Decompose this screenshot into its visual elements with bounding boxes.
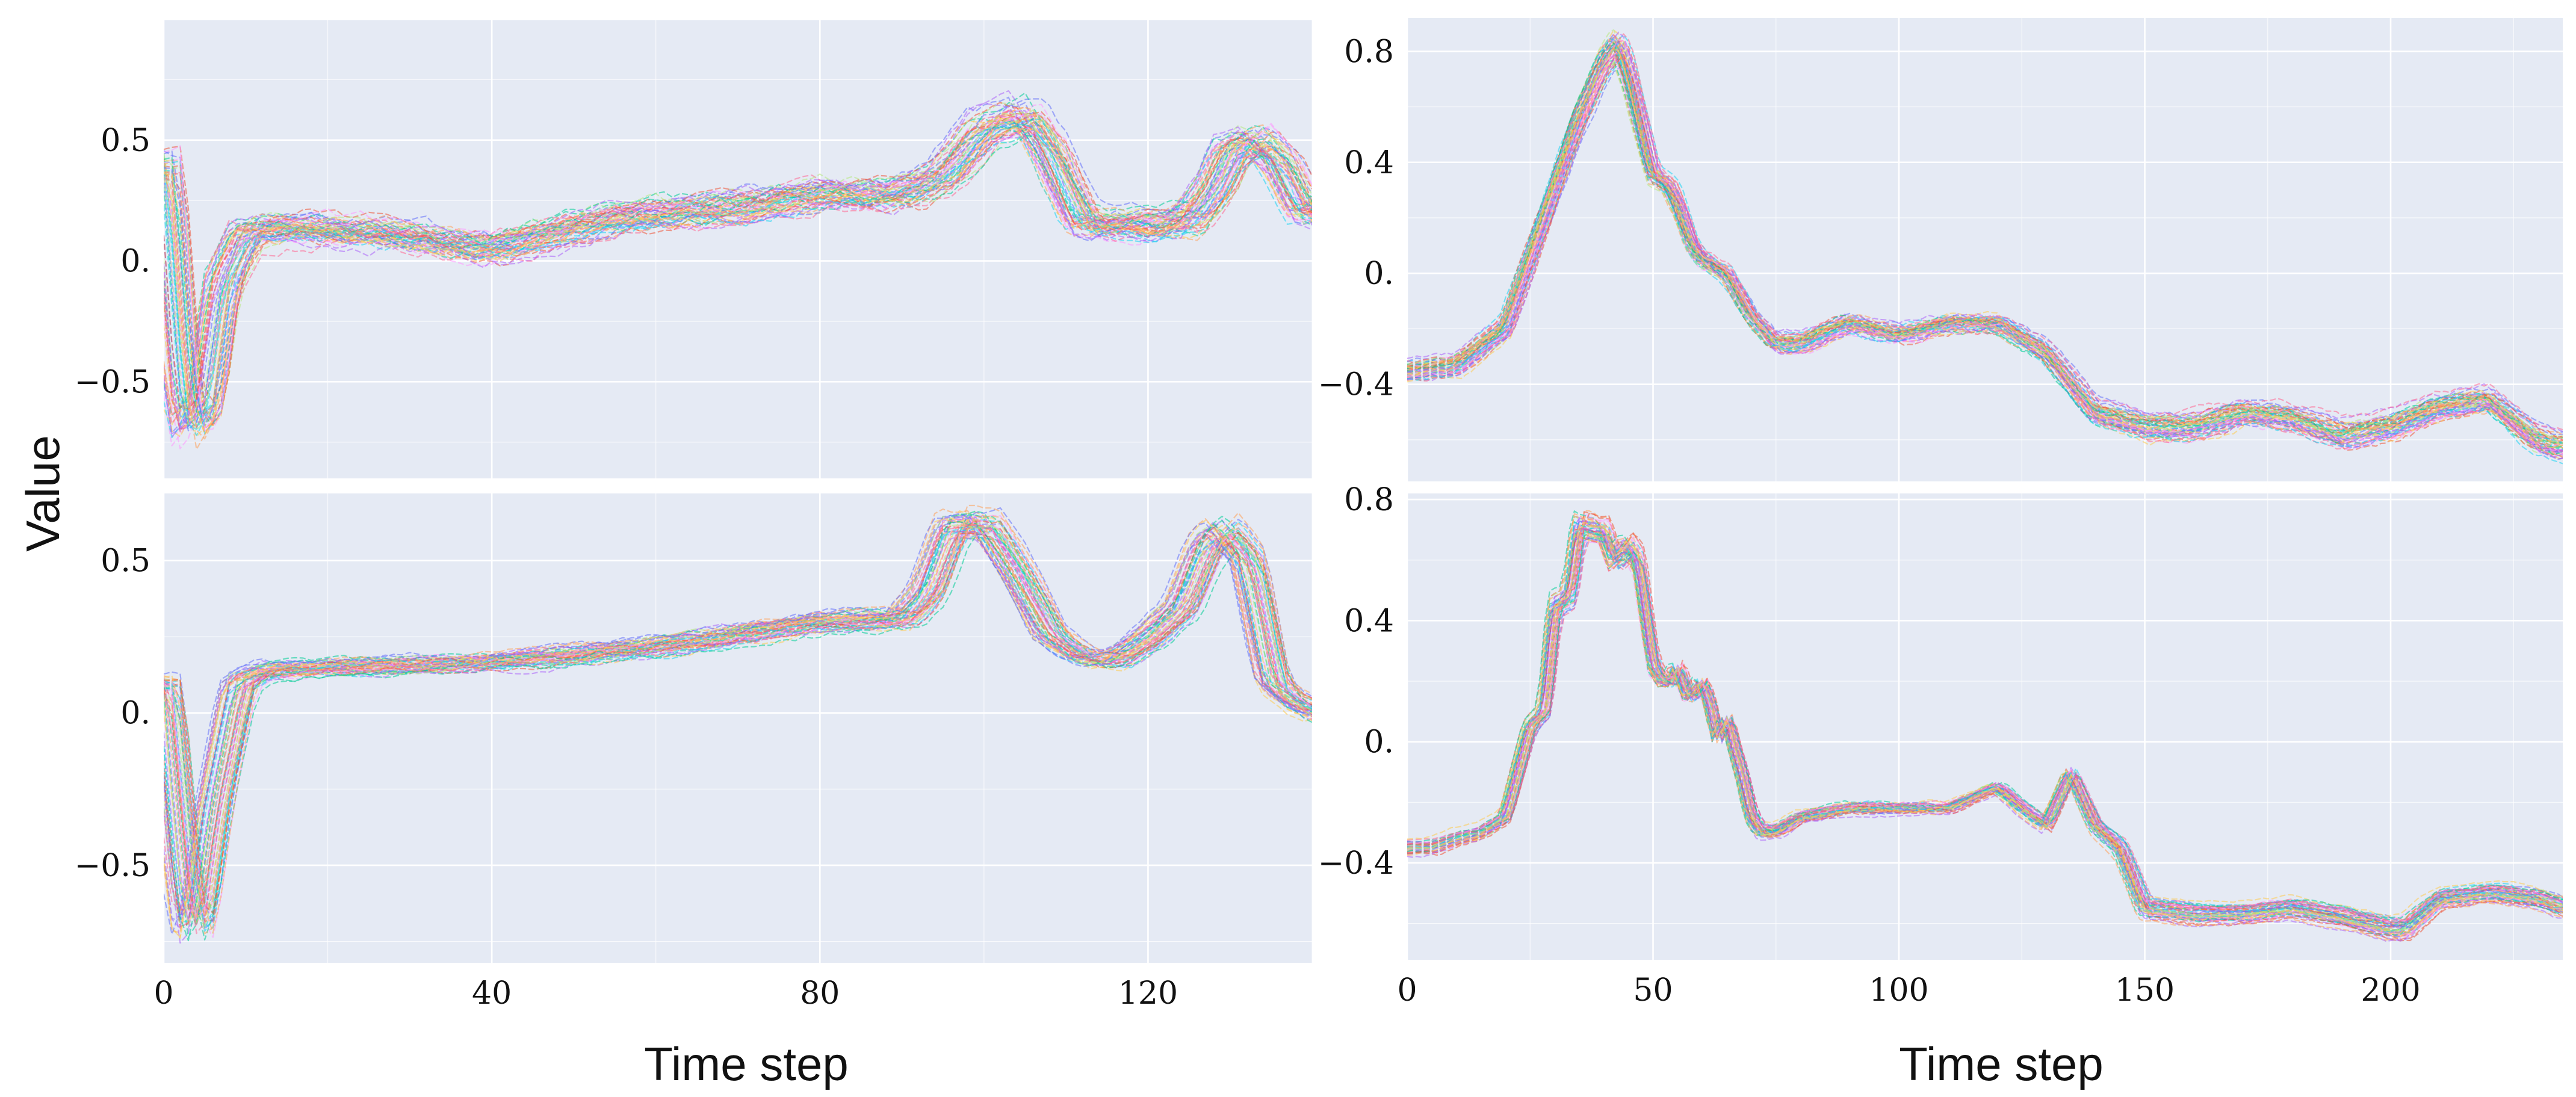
x-axis-title-left: Time step	[644, 1037, 849, 1090]
series-line	[1407, 39, 2563, 455]
y-axis-title: Value	[16, 435, 69, 552]
series-line	[1407, 55, 2563, 431]
series-line	[164, 111, 1312, 425]
series-group	[1407, 510, 2563, 942]
series-line	[164, 527, 1312, 904]
series-line	[164, 504, 1312, 935]
series-line	[164, 127, 1312, 435]
x-tick-label: 150	[2115, 972, 2175, 1009]
series-line	[1407, 534, 2563, 917]
series-line	[164, 514, 1312, 929]
series-line	[164, 532, 1312, 918]
series-line	[164, 116, 1312, 410]
series-line	[164, 116, 1312, 433]
x-tick-label: 200	[2361, 972, 2420, 1009]
x-tick-label: 100	[1869, 972, 1928, 1009]
series-line	[164, 104, 1312, 430]
plot-area	[164, 493, 1312, 963]
series-line	[164, 119, 1312, 437]
series-line	[164, 525, 1312, 928]
series-line	[1407, 519, 2563, 941]
series-line	[164, 109, 1312, 431]
plot-area	[1407, 493, 2563, 960]
series-line	[1407, 513, 2563, 941]
y-tick-label: 0.4	[1344, 145, 1394, 181]
series-line	[1407, 40, 2563, 444]
x-axis-title-right: Time step	[1899, 1037, 2104, 1090]
series-line	[1407, 521, 2563, 935]
series-line	[1407, 33, 2563, 453]
y-tick-label: 0.5	[101, 123, 150, 159]
panel-top-left: −0.5 0. 0.5	[75, 18, 1313, 478]
x-tick-label: 120	[1118, 975, 1178, 1012]
y-tick-label: 0.8	[1344, 482, 1394, 518]
series-group	[1407, 29, 2563, 465]
y-tick-label: −0.4	[1318, 845, 1394, 882]
series-line	[1407, 46, 2563, 443]
series-line	[164, 523, 1312, 918]
series-line	[164, 515, 1312, 921]
series-line	[1407, 31, 2563, 452]
series-line	[164, 126, 1312, 428]
panel-bottom-left: −0.5 0. 0.5 0 40 80 120	[75, 493, 1313, 1012]
series-line	[164, 129, 1312, 430]
series-line	[1407, 531, 2563, 922]
series-line	[164, 524, 1312, 935]
y-tick-label: 0.8	[1344, 34, 1394, 70]
series-line	[164, 110, 1312, 424]
plot-area	[1407, 18, 2563, 481]
series-line	[164, 524, 1312, 926]
x-tick-label: 0	[1397, 972, 1417, 1009]
y-tick-label: 0.4	[1344, 603, 1394, 639]
series-group	[164, 90, 1312, 450]
x-tick-label: 40	[472, 975, 512, 1012]
x-tick-label: 0	[153, 975, 173, 1012]
plot-area	[164, 19, 1312, 478]
y-tick-label: 0.	[120, 244, 150, 280]
panel-bottom-right: −0.4 0. 0.4 0.8 0 50 100 150 200	[1318, 482, 2563, 1009]
series-line	[164, 117, 1312, 415]
x-tick-label: 80	[800, 975, 840, 1012]
series-line	[1407, 525, 2563, 924]
series-line	[1407, 511, 2563, 942]
series-line	[1407, 51, 2563, 457]
y-tick-label: 0.	[1364, 256, 1394, 292]
y-tick-label: 0.	[1364, 725, 1394, 761]
series-line	[1407, 37, 2563, 465]
series-line	[164, 527, 1312, 912]
series-line	[1407, 49, 2563, 433]
series-line	[1407, 39, 2563, 460]
series-group	[164, 504, 1312, 944]
series-line	[164, 517, 1312, 918]
series-line	[164, 535, 1312, 914]
series-line	[164, 535, 1312, 924]
x-tick-label: 50	[1633, 972, 1673, 1009]
series-line	[1407, 513, 2563, 941]
series-line	[164, 537, 1312, 918]
series-line	[164, 123, 1312, 436]
panel-top-right: −0.4 0. 0.4 0.8	[1318, 18, 2563, 481]
y-tick-label: 0.	[120, 696, 150, 732]
y-tick-label: −0.5	[75, 848, 150, 884]
y-tick-label: 0.5	[101, 543, 150, 579]
y-tick-label: −0.4	[1318, 367, 1394, 403]
y-tick-label: −0.5	[75, 364, 150, 400]
